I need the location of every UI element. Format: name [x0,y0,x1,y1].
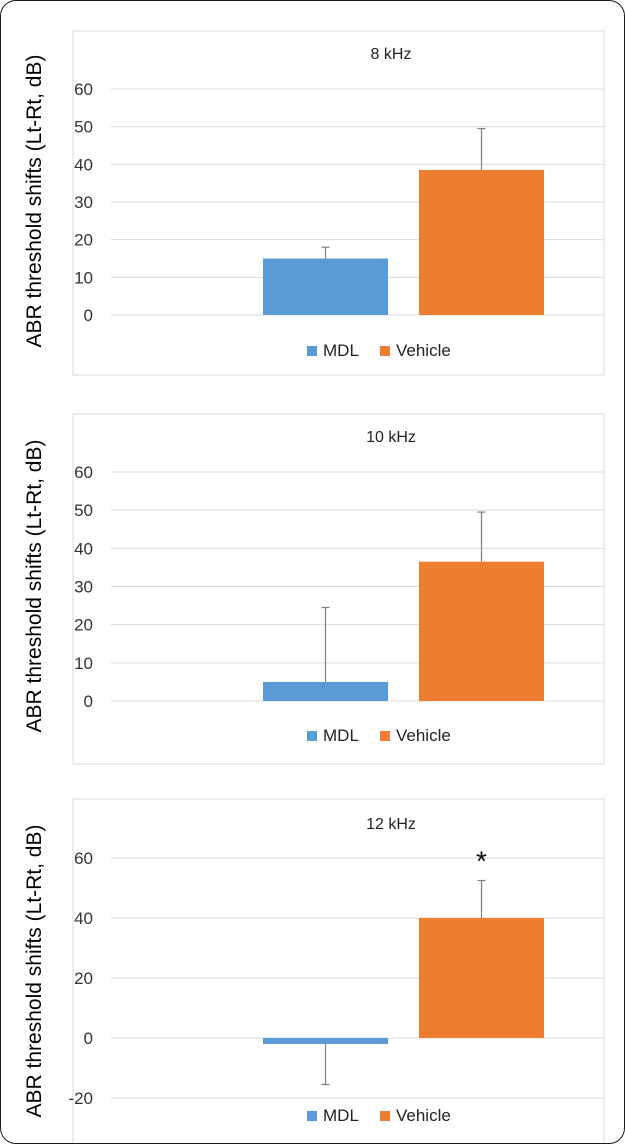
y-tick-label: 50 [74,118,93,137]
legend-swatch-mdl [307,1111,317,1121]
y-tick-label: 20 [74,231,93,250]
bar-vehicle [419,169,544,315]
chart-title: 12 kHz [366,816,416,833]
chart-panel-3: -20 0 20 40 60 12 kHz ABR threshold shifts (Lt… [23,798,605,1143]
legend: MDL Vehicle [307,726,451,745]
significance-annotation: * [476,846,487,877]
chart-title: 8 kHz [371,46,412,63]
y-tick-label: 10 [74,268,93,287]
legend: MDL Vehicle [307,341,451,360]
y-tick-label: 30 [74,578,93,597]
legend-swatch-mdl [307,731,317,741]
legend-swatch-vehicle [380,346,390,356]
legend-label-mdl: MDL [323,341,359,360]
legend-swatch-vehicle [380,731,390,741]
y-axis-label: ABR threshold shifts (Lt-Rt, dB) [23,825,46,1118]
chart-panel-1: 0 10 20 30 40 50 60 8 kHz ABR threshold shifts (… [23,30,605,376]
y-tick-label: 40 [74,155,93,174]
y-tick-label: 60 [74,849,93,868]
legend-label-vehicle: Vehicle [396,1106,451,1125]
y-tick-label: 0 [84,306,93,325]
y-tick-label: 20 [74,969,93,988]
y-tick-label: 60 [74,463,93,482]
plot-area-frame [72,30,605,376]
y-tick-label: 50 [74,501,93,520]
y-tick-label: 0 [84,1029,93,1048]
legend-swatch-vehicle [380,1111,390,1121]
legend-label-vehicle: Vehicle [396,726,451,745]
y-tick-label: -20 [68,1089,93,1108]
plot-area-frame [72,798,605,1143]
y-tick-label: 30 [74,193,93,212]
legend-label-vehicle: Vehicle [396,341,451,360]
bar-vehicle [419,918,544,1038]
legend-label-mdl: MDL [323,1106,359,1125]
bar-mdl [263,681,388,701]
chart-title: 10 kHz [366,429,416,446]
chart-panel-2: 0 10 20 30 40 50 60 10 kHz ABR threshold shifts … [23,413,605,765]
y-tick-label: 40 [74,539,93,558]
legend-label-mdl: MDL [323,726,359,745]
bar-mdl [263,258,388,315]
y-tick-label: 0 [84,692,93,711]
y-tick-label: 20 [74,616,93,635]
bar-vehicle [419,561,544,701]
y-axis-label: ABR threshold shifts (Lt-Rt, dB) [23,55,46,348]
legend: MDL Vehicle [307,1106,451,1125]
bar-mdl [263,1038,388,1044]
y-tick-label: 10 [74,654,93,673]
legend-swatch-mdl [307,346,317,356]
y-axis-label: ABR threshold shifts (Lt-Rt, dB) [23,440,46,733]
plot-area-frame [72,413,605,765]
y-tick-label: 40 [74,909,93,928]
y-tick-label: 60 [74,80,93,99]
